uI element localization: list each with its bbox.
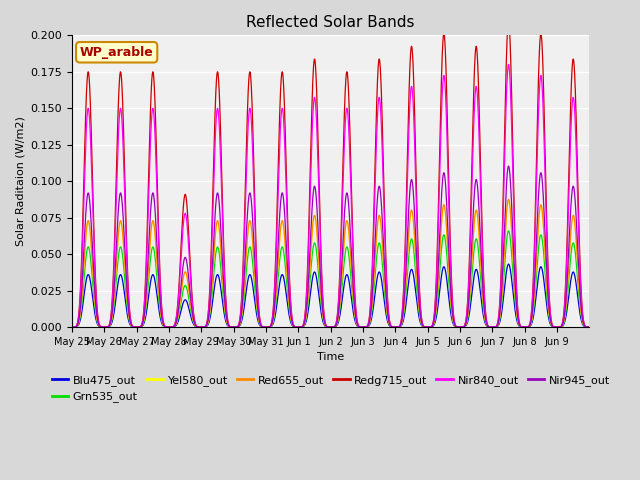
Line: Blu475_out: Blu475_out bbox=[72, 264, 589, 327]
Redg715_out bbox=[120, 120, 127, 126]
Nir945_out bbox=[480, 303, 488, 309]
Red655_out bbox=[586, 324, 593, 330]
Nir840_out bbox=[199, 324, 207, 330]
Yel580_out bbox=[120, 240, 127, 246]
Line: Nir840_out: Nir840_out bbox=[72, 64, 589, 327]
Nir945_out bbox=[199, 324, 207, 330]
Redg715_out bbox=[586, 324, 593, 330]
Line: Grn535_out: Grn535_out bbox=[72, 231, 589, 327]
Redg715_out bbox=[505, 18, 513, 24]
Red655_out bbox=[199, 324, 207, 330]
Blu475_out bbox=[480, 316, 488, 322]
Nir840_out bbox=[493, 323, 500, 329]
Nir840_out bbox=[68, 324, 76, 330]
Nir840_out bbox=[528, 310, 536, 316]
Nir945_out bbox=[120, 217, 127, 223]
Red655_out bbox=[480, 307, 488, 313]
Redg715_out bbox=[68, 324, 76, 330]
Grn535_out bbox=[528, 319, 536, 325]
Grn535_out bbox=[199, 324, 207, 330]
Grn535_out bbox=[505, 228, 513, 234]
Red655_out bbox=[120, 239, 127, 245]
Text: WP_arable: WP_arable bbox=[80, 46, 154, 59]
Redg715_out bbox=[564, 182, 572, 188]
Grn535_out bbox=[480, 312, 488, 317]
Blu475_out bbox=[528, 321, 536, 326]
Grn535_out bbox=[68, 324, 76, 330]
Yel580_out bbox=[199, 324, 207, 330]
Red655_out bbox=[564, 265, 572, 271]
Redg715_out bbox=[528, 308, 536, 313]
Nir945_out bbox=[564, 250, 572, 255]
Grn535_out bbox=[120, 260, 127, 266]
Yel580_out bbox=[493, 324, 500, 330]
X-axis label: Time: Time bbox=[317, 352, 344, 362]
Nir945_out bbox=[586, 324, 593, 330]
Blu475_out bbox=[586, 324, 593, 330]
Nir840_out bbox=[564, 203, 572, 208]
Red655_out bbox=[493, 324, 500, 330]
Title: Reflected Solar Bands: Reflected Solar Bands bbox=[246, 15, 415, 30]
Yel580_out bbox=[528, 317, 536, 323]
Nir945_out bbox=[505, 163, 513, 169]
Nir840_out bbox=[120, 149, 127, 155]
Legend: Blu475_out, Grn535_out, Yel580_out, Red655_out, Redg715_out, Nir840_out, Nir945_: Blu475_out, Grn535_out, Yel580_out, Red6… bbox=[47, 371, 614, 407]
Red655_out bbox=[505, 196, 513, 202]
Y-axis label: Solar Raditaion (W/m2): Solar Raditaion (W/m2) bbox=[15, 116, 25, 246]
Nir945_out bbox=[528, 315, 536, 321]
Grn535_out bbox=[564, 280, 572, 286]
Red655_out bbox=[528, 317, 536, 323]
Blu475_out bbox=[564, 295, 572, 301]
Redg715_out bbox=[480, 284, 488, 289]
Blu475_out bbox=[199, 324, 207, 330]
Nir840_out bbox=[586, 324, 593, 330]
Blu475_out bbox=[120, 282, 127, 288]
Blu475_out bbox=[68, 324, 76, 330]
Line: Yel580_out: Yel580_out bbox=[72, 201, 589, 327]
Yel580_out bbox=[586, 324, 593, 330]
Grn535_out bbox=[493, 324, 500, 330]
Yel580_out bbox=[505, 198, 513, 204]
Nir945_out bbox=[493, 324, 500, 329]
Blu475_out bbox=[505, 261, 513, 267]
Line: Nir945_out: Nir945_out bbox=[72, 166, 589, 327]
Yel580_out bbox=[68, 324, 76, 330]
Blu475_out bbox=[493, 324, 500, 330]
Yel580_out bbox=[480, 308, 488, 313]
Redg715_out bbox=[493, 323, 500, 329]
Grn535_out bbox=[586, 324, 593, 330]
Redg715_out bbox=[199, 324, 207, 330]
Red655_out bbox=[68, 324, 76, 330]
Nir840_out bbox=[480, 289, 488, 295]
Yel580_out bbox=[564, 266, 572, 272]
Nir945_out bbox=[68, 324, 76, 330]
Line: Red655_out: Red655_out bbox=[72, 199, 589, 327]
Line: Redg715_out: Redg715_out bbox=[72, 21, 589, 327]
Nir840_out bbox=[505, 61, 513, 67]
